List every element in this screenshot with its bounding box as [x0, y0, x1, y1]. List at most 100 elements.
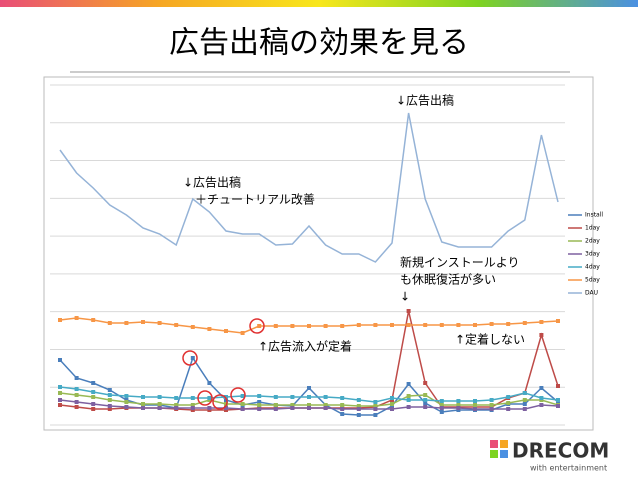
point — [489, 407, 494, 411]
point — [506, 407, 511, 411]
point — [423, 381, 428, 385]
point — [406, 398, 411, 402]
point — [406, 382, 411, 386]
point — [107, 398, 112, 402]
point — [522, 391, 527, 395]
point — [174, 323, 179, 327]
point — [390, 402, 394, 406]
point — [240, 407, 245, 411]
point — [506, 401, 511, 405]
point — [390, 407, 394, 411]
point — [58, 398, 62, 402]
point — [157, 321, 162, 325]
point — [323, 324, 328, 328]
point — [157, 406, 162, 410]
legend-label: 4day — [585, 264, 600, 271]
highlight-circle — [182, 350, 198, 366]
point — [556, 384, 560, 388]
point — [91, 395, 96, 399]
point — [439, 410, 444, 414]
point — [174, 406, 179, 410]
annotation: ↑定着しない — [455, 332, 525, 347]
series-line — [59, 112, 559, 263]
point — [174, 403, 179, 407]
point — [340, 407, 345, 411]
point — [390, 323, 394, 327]
point — [406, 394, 411, 398]
point — [207, 396, 212, 400]
point — [556, 404, 560, 408]
point — [456, 399, 461, 403]
point — [107, 388, 112, 392]
point — [556, 319, 560, 323]
point — [489, 403, 494, 407]
point — [58, 385, 62, 389]
point — [240, 402, 245, 406]
point — [190, 396, 195, 400]
point — [207, 381, 212, 385]
point — [323, 403, 328, 407]
point — [539, 320, 544, 324]
point — [539, 386, 544, 390]
point — [556, 398, 560, 402]
point — [273, 403, 278, 407]
point — [290, 324, 295, 328]
point — [439, 403, 444, 407]
logo-name: DRECOM — [512, 439, 609, 463]
point — [489, 398, 494, 402]
point — [373, 323, 378, 327]
point — [224, 329, 228, 333]
point — [190, 403, 195, 407]
point — [257, 324, 262, 328]
annotation: ↓広告出稿 — [396, 93, 454, 108]
point — [174, 396, 179, 400]
point — [74, 387, 79, 391]
point — [141, 402, 145, 406]
point — [406, 323, 411, 327]
point — [290, 403, 295, 407]
point — [489, 322, 494, 326]
logo-mark — [490, 440, 498, 448]
point — [423, 393, 428, 397]
top-stripe — [0, 0, 638, 7]
point — [190, 356, 195, 360]
point — [257, 400, 262, 404]
point — [307, 395, 311, 399]
point — [273, 395, 278, 399]
point — [522, 407, 527, 411]
logo-mark — [490, 450, 498, 458]
point — [522, 398, 527, 402]
point — [58, 318, 62, 322]
slide-title: 広告出稿の効果を見る — [169, 26, 469, 61]
point — [74, 405, 79, 409]
point — [58, 403, 62, 407]
point — [522, 321, 527, 325]
point — [107, 407, 112, 411]
point — [124, 400, 129, 404]
point — [157, 402, 162, 406]
point — [356, 323, 361, 327]
point — [373, 400, 378, 404]
point — [91, 402, 96, 406]
point — [224, 395, 228, 399]
point — [356, 398, 361, 402]
point — [207, 406, 212, 410]
point — [240, 331, 245, 335]
legend-label: Install — [585, 212, 603, 219]
point — [74, 376, 79, 380]
point — [307, 386, 311, 390]
annotation: ↑広告流入が定着 — [258, 339, 352, 354]
highlight-circle — [197, 390, 213, 406]
point — [273, 324, 278, 328]
annotation: ↓広告出稿 — [183, 175, 241, 190]
point — [423, 401, 428, 405]
point — [157, 395, 162, 399]
point — [356, 404, 361, 408]
logo-mark — [500, 440, 508, 448]
point — [456, 406, 461, 410]
point — [356, 413, 361, 417]
legend-label: 5day — [585, 277, 600, 284]
point — [423, 323, 428, 327]
legend-label: 2day — [585, 238, 600, 245]
